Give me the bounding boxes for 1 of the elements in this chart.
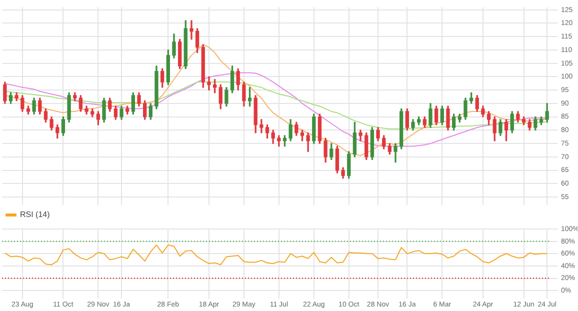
legend-label: RSI (14) [20,210,50,220]
